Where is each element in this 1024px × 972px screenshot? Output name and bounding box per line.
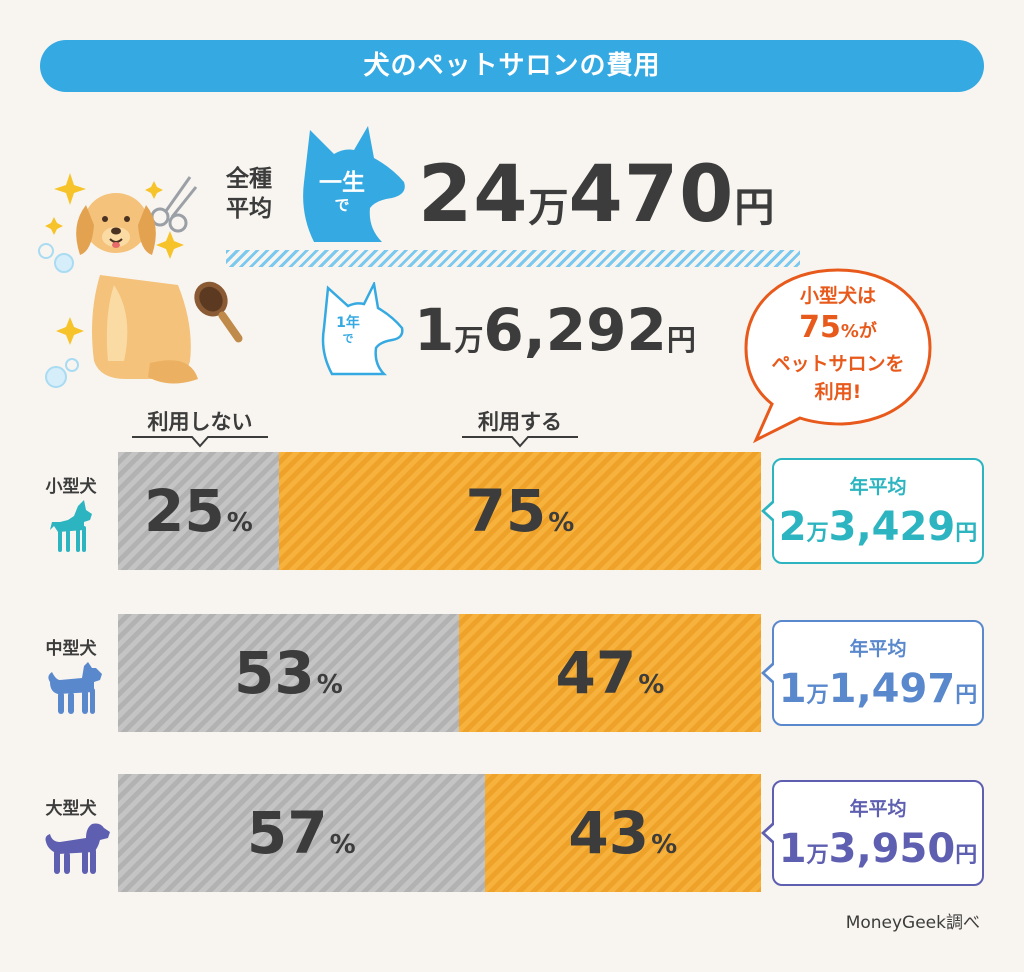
- divider-hatch: [226, 250, 800, 267]
- lifetime-total: 24万470円: [418, 150, 774, 240]
- lifetime-amount-rest: 470: [568, 150, 735, 240]
- annual-cost-man: 1: [778, 666, 807, 712]
- stacked-bar-medium: 53% 47%: [118, 614, 761, 732]
- data-label-not-use: 57%: [247, 799, 356, 867]
- data-label-unit: %: [226, 508, 253, 538]
- annual-cost-man: 1: [778, 826, 807, 872]
- callout-line3: ペットサロンを: [771, 353, 905, 375]
- callout-bubble: [744, 268, 932, 444]
- annual-cost-label: 年平均: [849, 476, 907, 498]
- column-label-not-use: 利用しない: [130, 406, 270, 448]
- stacked-bar-large: 57% 43%: [118, 774, 761, 892]
- lifetime-head-text-2: で: [334, 196, 350, 214]
- dog-grooming-illustration: [38, 173, 243, 388]
- annual-cost-box-small: 年平均 2万3,429円: [761, 458, 984, 564]
- annual-cost-label: 年平均: [849, 638, 907, 660]
- callout-pct-number: 75: [799, 310, 841, 345]
- row-medium-dog: 中型犬 53% 47% 年平均 1万1,497円: [0, 614, 1024, 732]
- annual-cost-unit-man: 万: [806, 521, 829, 546]
- annual-total: 1万6,292円: [414, 296, 696, 364]
- column-label-not-use-text: 利用しない: [147, 410, 253, 434]
- annual-unit-man: 万: [454, 323, 484, 357]
- source-note: MoneyGeek調べ: [845, 913, 980, 933]
- annual-unit-yen: 円: [666, 323, 696, 357]
- data-label-value: 25: [143, 477, 225, 545]
- lifetime-unit-yen: 円: [734, 185, 775, 231]
- column-label-use-text: 利用する: [478, 410, 562, 434]
- data-label-not-use: 53%: [234, 639, 343, 707]
- annual-cost-unit-yen: 円: [955, 683, 978, 708]
- small-dog-icon: [50, 500, 92, 552]
- bar-segment-use: 47%: [458, 614, 761, 732]
- lifetime-unit-man: 万: [528, 185, 569, 231]
- row-small-dog: 小型犬 25% 75% 年平均 2万3,429円: [0, 452, 1024, 570]
- annual-amount-man: 1: [414, 296, 455, 364]
- annual-cost-value: 1万1,497円: [774, 666, 982, 712]
- category-label-small: 小型犬: [45, 477, 97, 497]
- data-label-value: 47: [555, 639, 637, 707]
- bar-segment-use: 75%: [278, 452, 761, 570]
- data-label-value: 75: [465, 477, 547, 545]
- annual-cost-box-large: 年平均 1万3,950円: [761, 780, 984, 886]
- annual-cost-label: 年平均: [849, 798, 907, 820]
- data-label-unit: %: [548, 508, 575, 538]
- large-dog-icon: [45, 823, 110, 874]
- data-label-unit: %: [316, 670, 343, 700]
- data-label-unit: %: [329, 830, 356, 860]
- bracket-not-use: [132, 436, 268, 448]
- data-label-value: 53: [234, 639, 315, 707]
- medium-dog-icon: [48, 662, 102, 714]
- annual-cost-value: 1万3,950円: [774, 826, 982, 872]
- callout-text: 小型犬は 75%が ペットサロンを 利用!: [754, 282, 922, 406]
- annual-cost-rest: 3,429: [828, 504, 956, 550]
- annual-amount-rest: 6,292: [483, 296, 667, 364]
- category-label-medium: 中型犬: [45, 639, 97, 659]
- lifetime-head-text-1: 一生: [319, 170, 365, 196]
- data-label-unit: %: [651, 830, 678, 860]
- callout-pct: 75%が: [754, 310, 922, 350]
- annual-head-text-2: で: [342, 332, 354, 345]
- callout-line1: 小型犬は: [799, 285, 876, 307]
- annual-cost-rest: 1,497: [828, 666, 956, 712]
- data-label-use: 47%: [555, 639, 664, 707]
- annual-cost-rest: 3,950: [828, 826, 956, 872]
- data-label-not-use: 25%: [144, 477, 253, 545]
- callout-line4: 利用!: [814, 381, 862, 403]
- annual-cost-unit-man: 万: [806, 843, 829, 868]
- data-label-unit: %: [638, 670, 665, 700]
- annual-cost-unit-yen: 円: [955, 521, 978, 546]
- annual-cost-unit-yen: 円: [955, 843, 978, 868]
- bar-segment-use: 43%: [484, 774, 761, 892]
- data-label-use: 75%: [465, 477, 574, 545]
- bar-segment-not-use: 57%: [118, 774, 485, 892]
- lifetime-amount-man: 24: [418, 150, 529, 240]
- overall-average-label: 全種 平均: [226, 164, 272, 224]
- callout-pct-suffix: %が: [840, 321, 877, 342]
- bar-segment-not-use: 53%: [118, 614, 459, 732]
- overall-average-label-line1: 全種: [226, 166, 272, 192]
- data-label-value: 43: [568, 799, 650, 867]
- data-label-use: 43%: [568, 799, 677, 867]
- dog-head-icon-annual: [321, 282, 404, 376]
- annual-head-text-1: 1年: [336, 315, 360, 331]
- annual-cost-box-medium: 年平均 1万1,497円: [761, 620, 984, 726]
- annual-cost-value: 2万3,429円: [774, 504, 982, 550]
- dog-head-icon-lifetime: [303, 126, 405, 242]
- category-label-large: 大型犬: [45, 799, 97, 819]
- annual-cost-man: 2: [778, 504, 807, 550]
- column-label-use: 利用する: [460, 406, 580, 448]
- annual-head-text: 1年 で: [326, 314, 370, 346]
- annual-cost-unit-man: 万: [806, 683, 829, 708]
- bar-segment-not-use: 25%: [118, 452, 279, 570]
- page-title: 犬のペットサロンの費用: [40, 40, 984, 92]
- stacked-bar-small: 25% 75%: [118, 452, 761, 570]
- row-large-dog: 大型犬 57% 43% 年平均 1万3,950円: [0, 774, 1024, 892]
- lifetime-head-text: 一生 で: [312, 170, 372, 214]
- overall-average-label-line2: 平均: [226, 196, 272, 222]
- data-label-value: 57: [246, 799, 328, 867]
- bracket-use: [462, 436, 578, 448]
